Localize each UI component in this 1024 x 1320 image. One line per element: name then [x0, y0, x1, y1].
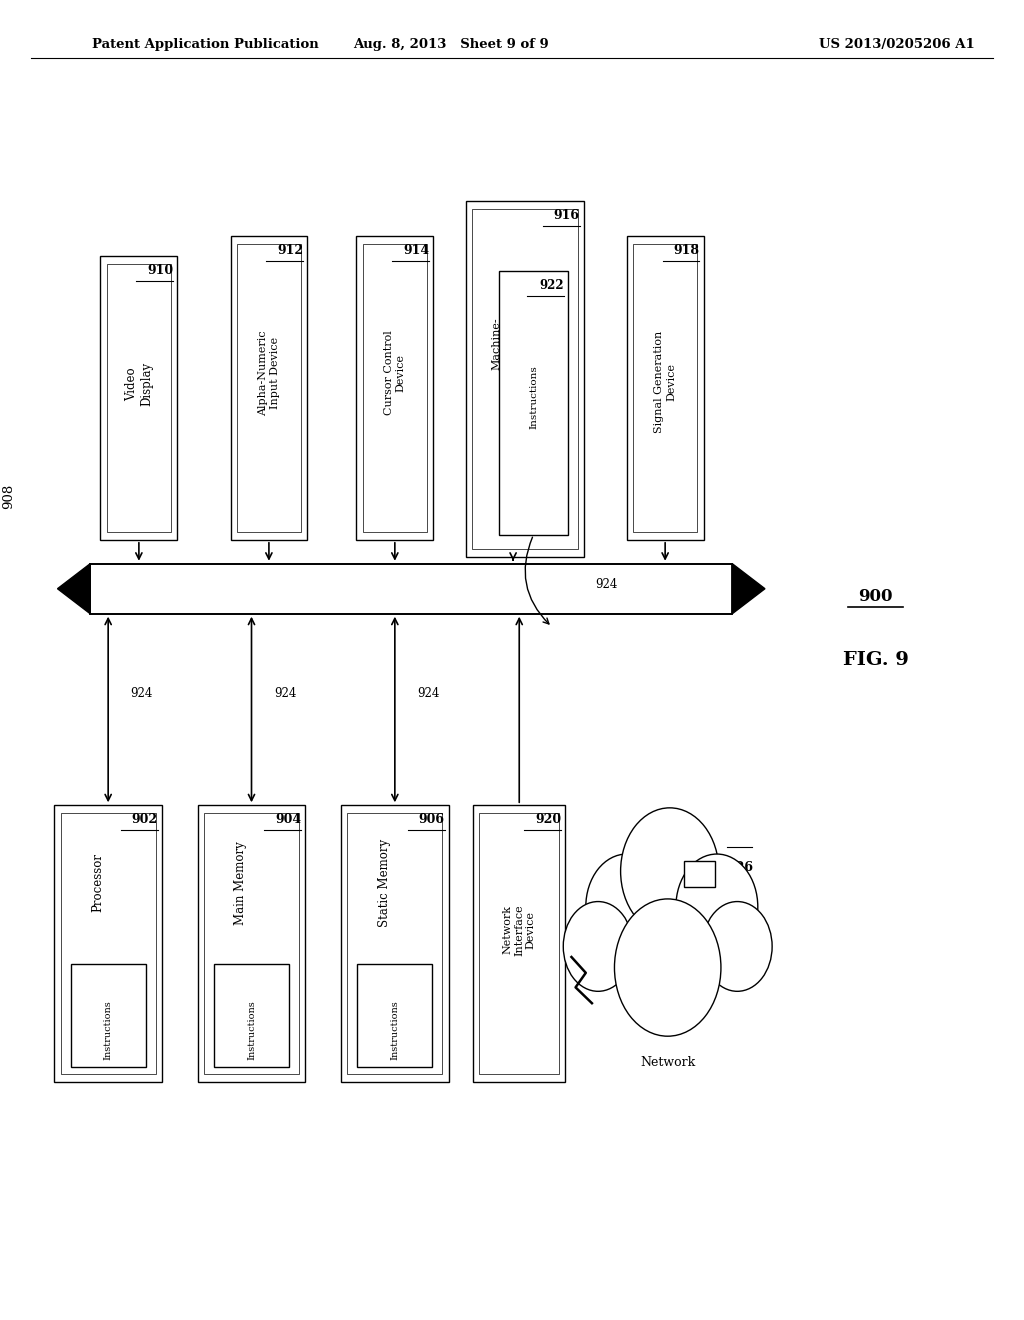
Text: Signal Generation
Device: Signal Generation Device [654, 331, 676, 433]
Text: Instructions: Instructions [529, 366, 538, 429]
Text: Video
Display: Video Display [125, 362, 153, 405]
Bar [356, 236, 433, 540]
Circle shape [586, 854, 668, 960]
Bar [204, 813, 299, 1074]
Text: 924: 924 [595, 578, 617, 591]
Text: Alpha-Numeric
Input Device: Alpha-Numeric Input Device [258, 330, 280, 416]
Text: Aug. 8, 2013   Sheet 9 of 9: Aug. 8, 2013 Sheet 9 of 9 [353, 38, 549, 51]
Bar [627, 236, 703, 540]
Circle shape [702, 902, 772, 991]
Text: Instructions: Instructions [103, 999, 113, 1060]
Text: 902: 902 [132, 813, 158, 826]
Bar [341, 805, 449, 1082]
Text: 926: 926 [727, 861, 753, 874]
Circle shape [563, 902, 633, 991]
Text: Network: Network [640, 1056, 695, 1069]
Text: Machine-
Readable
Medium: Machine- Readable Medium [492, 317, 525, 370]
Bar [214, 964, 289, 1067]
Text: 906: 906 [419, 813, 444, 826]
Bar [100, 256, 177, 540]
Bar [479, 813, 559, 1074]
Bar [106, 264, 171, 532]
Bar [472, 209, 578, 549]
Text: 924: 924 [274, 688, 296, 700]
Text: 922: 922 [540, 279, 564, 292]
Text: Instructions: Instructions [390, 999, 399, 1060]
Text: 920: 920 [536, 813, 561, 826]
Text: 900: 900 [858, 589, 893, 605]
Text: 910: 910 [147, 264, 173, 277]
Text: Static Memory: Static Memory [378, 838, 390, 927]
Circle shape [621, 808, 719, 935]
Bar [357, 964, 432, 1067]
Text: Main Memory: Main Memory [234, 841, 247, 925]
Text: 918: 918 [674, 244, 699, 257]
Bar [198, 805, 305, 1082]
Bar [473, 805, 565, 1082]
Text: 916: 916 [554, 209, 580, 222]
Polygon shape [732, 564, 765, 614]
Text: Cursor Control
Device: Cursor Control Device [384, 330, 406, 416]
Text: Network
Interface
Device: Network Interface Device [503, 904, 536, 956]
Bar [499, 271, 568, 535]
Bar [466, 201, 584, 557]
Text: 904: 904 [275, 813, 301, 826]
Bar [362, 244, 427, 532]
Bar [347, 813, 442, 1074]
Bar [60, 813, 156, 1074]
Circle shape [676, 854, 758, 960]
Circle shape [614, 899, 721, 1036]
Text: 914: 914 [403, 244, 429, 257]
Text: Patent Application Publication: Patent Application Publication [92, 38, 319, 51]
Text: Instructions: Instructions [247, 999, 256, 1060]
Text: Processor: Processor [91, 853, 103, 912]
Text: FIG. 9: FIG. 9 [843, 651, 908, 669]
Text: US 2013/0205206 A1: US 2013/0205206 A1 [819, 38, 975, 51]
Text: 924: 924 [418, 688, 439, 700]
Bar [633, 244, 697, 532]
Text: 924: 924 [131, 688, 153, 700]
Bar [230, 236, 307, 540]
Bar [54, 805, 162, 1082]
Text: 908: 908 [2, 483, 14, 510]
Polygon shape [57, 564, 90, 614]
Bar [90, 564, 732, 614]
Text: 912: 912 [278, 244, 303, 257]
Bar [684, 861, 715, 887]
Bar [71, 964, 145, 1067]
Bar [237, 244, 301, 532]
